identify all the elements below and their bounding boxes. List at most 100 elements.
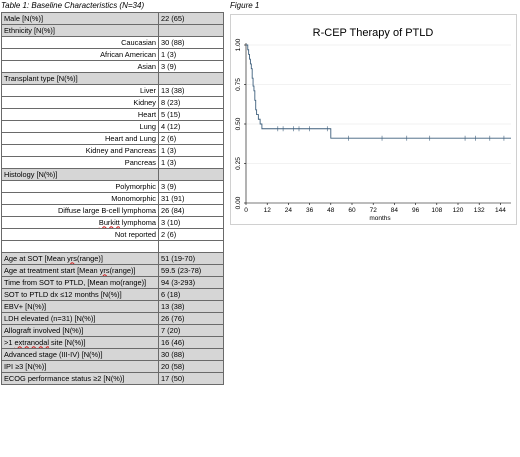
y-tick-label: 1.00	[235, 38, 242, 51]
row-value: 2 (6)	[158, 132, 224, 145]
row-value: 26 (84)	[158, 204, 224, 217]
row-value	[158, 240, 224, 253]
row-label: Polymorphic	[1, 180, 159, 193]
row-label: Ethnicity [N(%)]	[1, 24, 159, 37]
table-row: Caucasian 30 (88)	[1, 36, 224, 49]
row-label: Diffuse large B-cell lymphoma	[1, 204, 159, 217]
table-row: Diffuse large B-cell lymphoma 26 (84)	[1, 204, 224, 217]
row-value: 51 (19-70)	[158, 252, 224, 265]
row-label: Time from SOT to PTLD, [Mean mo(range)]	[1, 276, 159, 289]
row-value: 94 (3-293)	[158, 276, 224, 289]
row-label: Heart	[1, 108, 159, 121]
row-value: 22 (65)	[158, 12, 224, 25]
row-value	[158, 24, 224, 37]
x-tick-label: 72	[370, 207, 378, 214]
row-value: 6 (18)	[158, 288, 224, 301]
y-tick-label: 0.75	[235, 78, 242, 91]
row-label	[1, 240, 159, 253]
y-tick-label: 0.00	[235, 196, 242, 209]
table-row: LDH elevated (n=31) [N(%)] 26 (76)	[1, 312, 224, 325]
x-tick-label: 12	[264, 207, 272, 214]
row-label: IPI ≥3 [N(%)]	[1, 360, 159, 373]
row-label: Lung	[1, 120, 159, 133]
row-value: 3 (9)	[158, 180, 224, 193]
table-row: Allograft involved [N(%)] 7 (20)	[1, 324, 224, 337]
row-label: SOT to PTLD dx ≤12 months [N(%)]	[1, 288, 159, 301]
row-label: >1 extranodal site [N(%)]	[1, 336, 159, 349]
table-row: Monomorphic 31 (91)	[1, 192, 224, 205]
row-value: 26 (76)	[158, 312, 224, 325]
row-value: 8 (23)	[158, 96, 224, 109]
x-tick-label: 96	[412, 207, 420, 214]
table-row: Heart and Lung 2 (6)	[1, 132, 224, 145]
table-row: Heart 5 (15)	[1, 108, 224, 121]
table-row: Histology [N(%)]	[1, 168, 224, 181]
x-tick-label: 84	[391, 207, 399, 214]
row-label: Age at treatment start [Mean yrs(range)]	[1, 264, 159, 277]
x-tick-label: 132	[474, 207, 485, 214]
table-row: Male [N(%)] 22 (65)	[1, 12, 224, 25]
figure-caption: Figure 1	[230, 1, 260, 10]
row-value: 1 (3)	[158, 144, 224, 157]
table-row: SOT to PTLD dx ≤12 months [N(%)] 6 (18)	[1, 288, 224, 301]
row-label: LDH elevated (n=31) [N(%)]	[1, 312, 159, 325]
table-row: Age at treatment start [Mean yrs(range)]…	[1, 264, 224, 277]
table-row: Liver 13 (38)	[1, 84, 224, 97]
row-value: 16 (46)	[158, 336, 224, 349]
row-value: 59.5 (23-78)	[158, 264, 224, 277]
row-label: African American	[1, 48, 159, 61]
survival-chart-panel: R-CEP Therapy of PTLD 0.00 0.25 0.50 0.75 1.…	[230, 14, 517, 225]
row-label: ECOG performance status ≥2 [N(%)]	[1, 372, 159, 385]
row-label: Advanced stage (III-IV) [N(%)]	[1, 348, 159, 361]
row-value	[158, 168, 224, 181]
kaplan-meier-chart: R-CEP Therapy of PTLD 0.00 0.25 0.50 0.75 1.…	[235, 27, 511, 222]
table-row: Transplant type [N(%)]	[1, 72, 224, 85]
table-row: Time from SOT to PTLD, [Mean mo(range)] 9…	[1, 276, 224, 289]
table-row: Pancreas 1 (3)	[1, 156, 224, 169]
row-value: 17 (50)	[158, 372, 224, 385]
table-row: Lung 4 (12)	[1, 120, 224, 133]
table-row: Polymorphic 3 (9)	[1, 180, 224, 193]
row-value	[158, 72, 224, 85]
x-tick-label: 24	[285, 207, 293, 214]
y-tick-label: 0.25	[235, 157, 242, 170]
row-value: 4 (12)	[158, 120, 224, 133]
survival-curve	[246, 44, 511, 139]
x-tick-label: 120	[453, 207, 464, 214]
row-label: Monomorphic	[1, 192, 159, 205]
table-caption: Table 1: Baseline Characteristics (N=34)	[1, 1, 145, 10]
row-value: 3 (9)	[158, 60, 224, 73]
table-spacer-row	[1, 240, 224, 253]
row-label: Kidney	[1, 96, 159, 109]
table-row: Kidney 8 (23)	[1, 96, 224, 109]
x-tick-label: 36	[306, 207, 314, 214]
row-value: 7 (20)	[158, 324, 224, 337]
baseline-characteristics-table: Male [N(%)] 22 (65) Ethnicity [N(%)] Caucas…	[1, 12, 224, 385]
row-value: 20 (58)	[158, 360, 224, 373]
row-label: Heart and Lung	[1, 132, 159, 145]
row-value: 30 (88)	[158, 348, 224, 361]
row-value: 5 (15)	[158, 108, 224, 121]
row-value: 31 (91)	[158, 192, 224, 205]
table-row: Not reported 2 (6)	[1, 228, 224, 241]
row-value: 13 (38)	[158, 300, 224, 313]
x-tick-label: 108	[431, 207, 442, 214]
row-label: Histology [N(%)]	[1, 168, 159, 181]
x-tick-label: 144	[495, 207, 506, 214]
table-row: Burkitt lymphoma 3 (10)	[1, 216, 224, 229]
chart-title: R-CEP Therapy of PTLD	[313, 27, 434, 39]
row-value: 13 (38)	[158, 84, 224, 97]
row-value: 3 (10)	[158, 216, 224, 229]
x-axis-label: months	[369, 215, 391, 222]
row-value: 2 (6)	[158, 228, 224, 241]
table-row: EBV+ [N(%)] 13 (38)	[1, 300, 224, 313]
row-label: Transplant type [N(%)]	[1, 72, 159, 85]
table-row: Advanced stage (III-IV) [N(%)] 30 (88)	[1, 348, 224, 361]
table-row: Age at SOT [Mean yrs(range)] 51 (19-70)	[1, 252, 224, 265]
row-value: 1 (3)	[158, 156, 224, 169]
table-row: Kidney and Pancreas 1 (3)	[1, 144, 224, 157]
row-label: EBV+ [N(%)]	[1, 300, 159, 313]
row-label: Burkitt lymphoma	[1, 216, 159, 229]
row-label: Age at SOT [Mean yrs(range)]	[1, 252, 159, 265]
x-tick-label: 60	[348, 207, 356, 214]
